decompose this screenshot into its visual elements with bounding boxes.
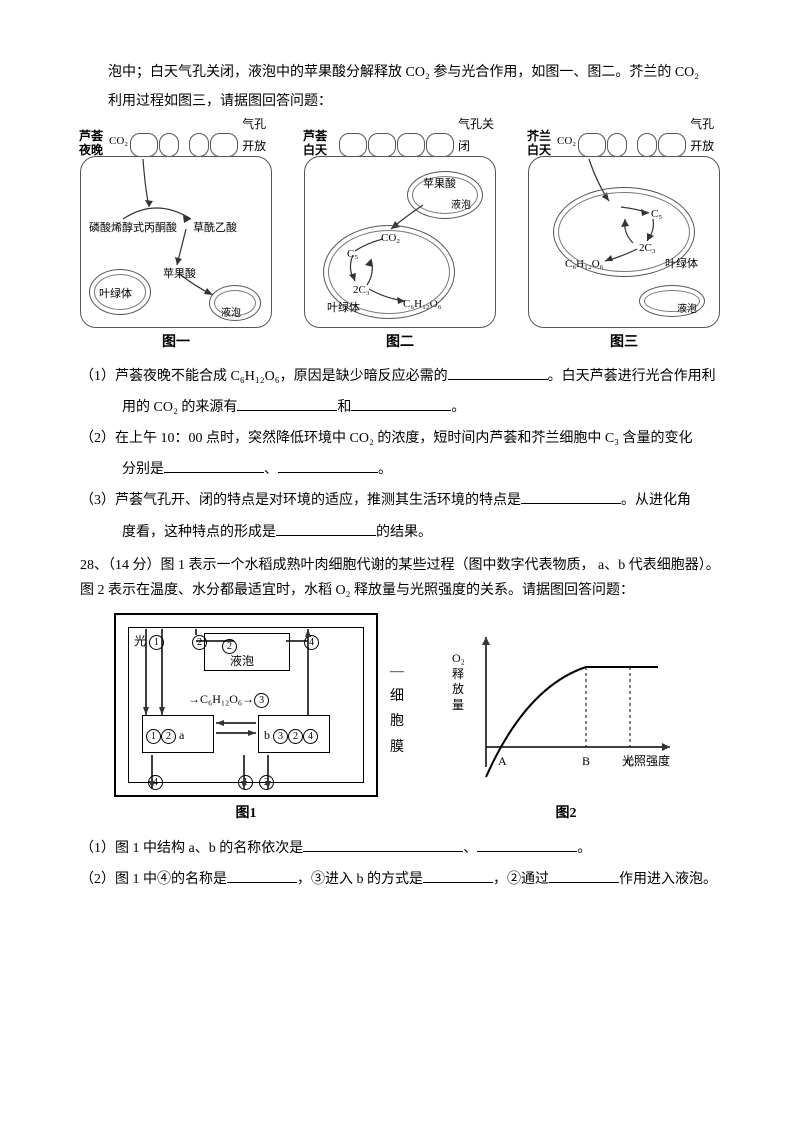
blank-28-1b[interactable] [477,837,577,852]
fig3-stoma-label: 气孔开放 [690,114,721,157]
blank-28-2c[interactable] [549,868,619,883]
question-28-2: （2）图 1 中④的名称是，③进入 b 的方式是，②通过作用进入液泡。 [80,867,720,892]
fig1-co2-label: CO₂ [109,132,128,152]
figure-3: 芥兰 白天 CO₂ 气孔开放 C₅ 2C₃ [528,122,720,355]
fig1-pep: 磷酸烯醇式丙酮酸 [89,219,177,239]
intro-line2: 利用过程如图三，请据图回答问题： [80,89,720,114]
figure-2: 芦荟 白天 气孔关闭 苹果酸 液泡 CO₂ [304,122,496,355]
fig1-caption: 图一 [162,330,190,355]
fig3-top-label: 芥兰 白天 [527,129,551,158]
blank-2b[interactable] [278,458,378,473]
membrane-label: — 细胞膜 [390,659,404,760]
fig1-top-label: 芦荟 夜晚 [79,129,103,158]
question-28-1: （1）图 1 中结构 a、b 的名称依次是、。 [80,836,720,861]
fig2-top-label: 芦荟 白天 [303,129,327,158]
fig28-1-caption: 图1 [236,801,257,826]
fig1-malic: 苹果酸 [163,265,196,285]
figure-row: 芦荟 夜晚 CO₂ 气孔开放 磷酸烯醇式丙酮酸 草酰乙酸 [80,122,720,355]
fig3-caption: 图三 [610,330,638,355]
fig1-chloro: 叶绿体 [99,285,132,305]
graph-C: C [626,751,634,773]
fig2-caption: 图二 [386,330,414,355]
fig1-vac: 液泡 [221,305,241,323]
fig3-vac: 液泡 [677,301,697,319]
blank-28-1a[interactable] [303,837,463,852]
figure-1: 芦荟 夜晚 CO₂ 气孔开放 磷酸烯醇式丙酮酸 草酰乙酸 [80,122,272,355]
blank-2a[interactable] [164,458,264,473]
section-28-figures: 光 1 2 4 2 液泡 →C₆H₁₂O₆→3 12 a b 324 4 1 2 [80,613,720,826]
fig28-2-caption: 图2 [556,801,577,826]
fig2-chloro: 叶绿体 [327,299,360,319]
question-2-cont: 分别是、。 [80,457,720,482]
question-3: （3）芦荟气孔开、闭的特点是对环境的适应，推测其生活环境的特点是。从进化角 [80,488,720,513]
graph-A: A [498,751,507,773]
blank-1c[interactable] [351,396,451,411]
fig3-co2-label: CO₂ [557,132,576,152]
graph-B: B [582,751,590,773]
graph-ylabel: O₂ 释 放 量 [452,651,465,713]
blank-1a[interactable] [448,365,548,380]
blank-3b[interactable] [276,521,376,536]
question-2: （2）在上午 10：00 点时，突然降低环境中 CO₂ 的浓度，短时间内芦荟和芥… [80,426,720,451]
section-28-title: 28、（14 分）图 1 表示一个水稻成熟叶肉细胞代谢的某些过程（图中数字代表物… [80,553,720,603]
fig2-stoma-label: 气孔关闭 [458,114,497,157]
intro-line1: 泡中；白天气孔关闭，液泡中的苹果酸分解释放 CO₂ 参与光合作用，如图一、图二。… [80,60,720,85]
question-1: （1）芦荟夜晚不能合成 C₆H₁₂O₆，原因是缺少暗反应必需的。白天芦荟进行光合… [80,364,720,389]
question-3-cont: 度看，这种特点的形成是的结果。 [80,520,720,545]
fig-28-1-box: 光 1 2 4 2 液泡 →C₆H₁₂O₆→3 12 a b 324 4 1 2 [114,613,378,797]
question-1-cont: 用的 CO₂ 的来源有和。 [80,395,720,420]
blank-1b[interactable] [237,396,337,411]
fig-28-2-graph: O₂ 释 放 量 光照强度 A B C [446,617,686,797]
fig1-oaa: 草酰乙酸 [193,219,237,239]
fig3-chloro: 叶绿体 [665,255,698,275]
blank-28-2b[interactable] [423,868,493,883]
blank-28-2a[interactable] [227,868,297,883]
blank-3a[interactable] [521,489,621,504]
fig1-stoma-label: 气孔开放 [242,114,273,157]
